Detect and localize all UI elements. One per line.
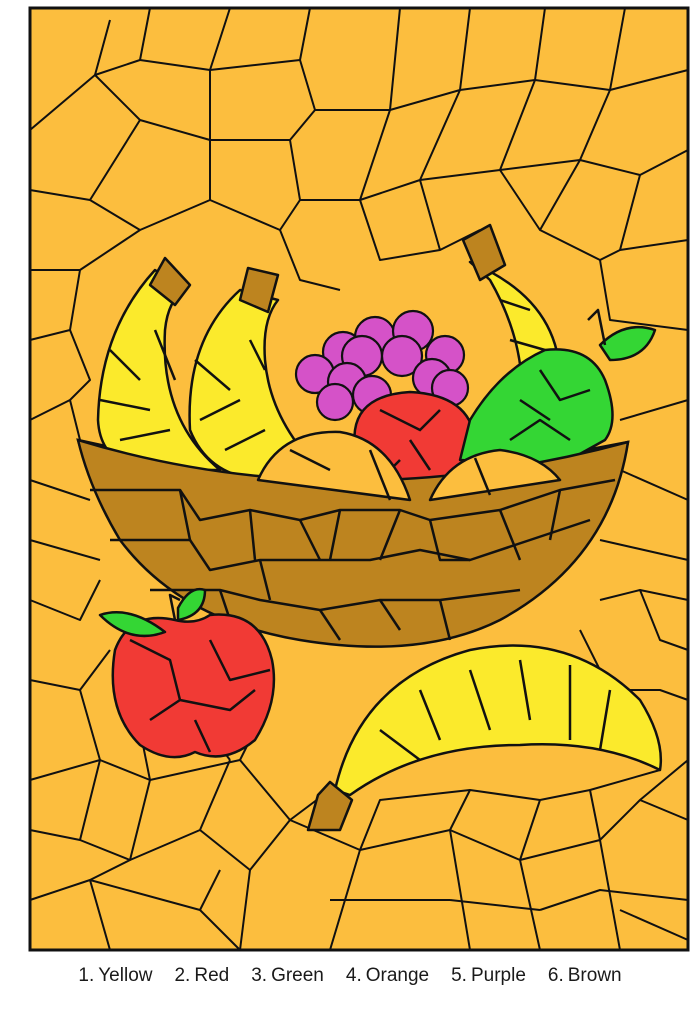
banana-bunch — [96, 256, 322, 482]
legend-number: 2. — [174, 965, 191, 986]
legend-item-yellow: 1. Yellow — [78, 965, 152, 987]
apple-front — [98, 587, 276, 759]
legend-color-name: Orange — [365, 965, 430, 986]
legend-color-name: Purple — [470, 965, 526, 986]
color-key-legend: 1. Yellow 2. Red 3. Green 4. Orange 5. Purple… — [0, 956, 700, 996]
legend-color-name: Brown — [567, 965, 622, 986]
legend-number: 4. — [345, 965, 362, 986]
legend-number: 5. — [451, 965, 467, 986]
background-tile-lines — [29, 7, 689, 951]
basket — [76, 430, 630, 648]
legend-item-red: 2. Red — [174, 965, 229, 987]
legend-number: 6. — [547, 965, 564, 986]
pear — [458, 308, 657, 467]
legend-item-green: 3. Green — [251, 965, 324, 987]
fruit-basket-mosaic — [28, 6, 690, 952]
legend-color-name: Green — [271, 965, 324, 986]
legend-number: 3. — [251, 965, 268, 986]
legend-color-name: Yellow — [98, 965, 153, 986]
single-banana — [306, 644, 662, 832]
legend-item-brown: 6. Brown — [548, 965, 622, 987]
legend-color-name: Red — [194, 965, 230, 986]
legend-item-purple: 5. Purple — [451, 965, 526, 987]
legend-item-orange: 4. Orange — [346, 965, 429, 987]
legend-number: 1. — [78, 965, 95, 986]
